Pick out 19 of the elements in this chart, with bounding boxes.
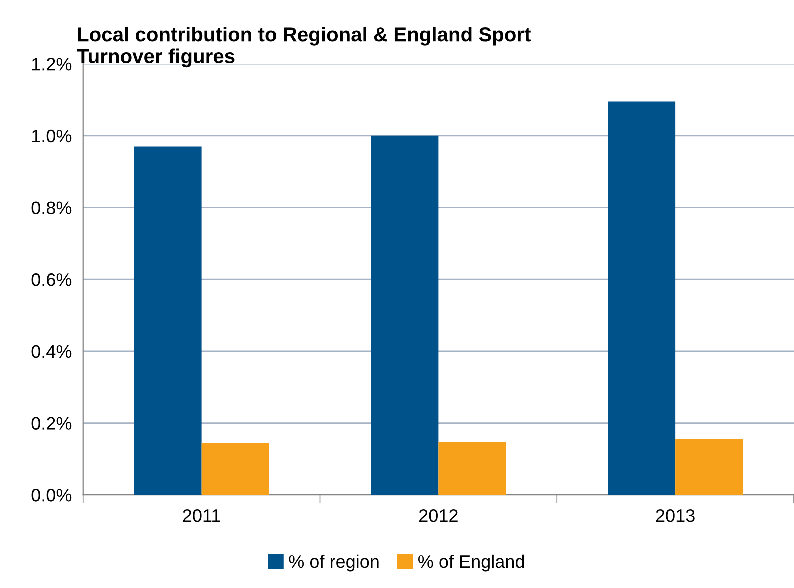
legend-label: % of England <box>418 554 524 572</box>
bar <box>608 102 676 496</box>
bar <box>438 442 506 496</box>
bar <box>134 146 202 496</box>
y-tick-label: 0.4% <box>32 345 72 358</box>
y-tick-label: 1.2% <box>32 58 72 71</box>
chart-title: Local contribution to Regional & England Sport Turnover figures <box>77 26 531 68</box>
y-tick-label: 0.2% <box>32 417 72 430</box>
bar <box>202 443 270 496</box>
y-tick-label: 1.0% <box>32 130 72 143</box>
bar <box>676 439 744 496</box>
y-tick-label: 0.8% <box>32 202 72 214</box>
legend-label: % of region <box>289 554 379 572</box>
y-tick-label: 0.0% <box>32 489 72 502</box>
x-tick-label: 2012 <box>420 509 458 522</box>
bar <box>371 136 439 496</box>
x-tick-label: 2011 <box>183 509 220 522</box>
x-tick-label: 2013 <box>656 509 695 522</box>
y-tick-label: 0.6% <box>32 274 72 286</box>
